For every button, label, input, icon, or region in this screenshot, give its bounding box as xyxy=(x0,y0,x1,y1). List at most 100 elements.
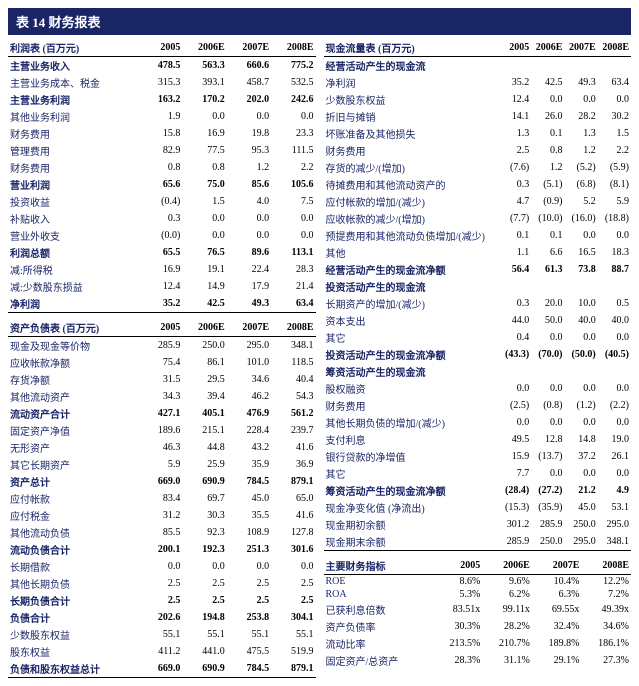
cell-value: (43.3) xyxy=(501,346,532,363)
cell-value: 7.2% xyxy=(581,588,631,601)
cell-value: (35.9) xyxy=(531,499,564,516)
cell-value: 5.2 xyxy=(564,193,597,210)
cell-value: 202.6 xyxy=(144,609,182,626)
income-row: 其他业务利润1.90.00.00.0 xyxy=(8,108,316,125)
cell-value: 55.1 xyxy=(227,626,271,643)
cell-value: 46.3 xyxy=(144,439,182,456)
cell-value: 75.4 xyxy=(144,354,182,371)
cell-value: 89.6 xyxy=(227,244,271,261)
cell-value: 29.1% xyxy=(532,652,582,669)
cell-value: 75.0 xyxy=(182,176,226,193)
cell-value: 101.0 xyxy=(227,354,271,371)
cashflow-row: 银行贷款的净增值15.9(13.7)37.226.1 xyxy=(324,448,632,465)
year-col: 2007E xyxy=(564,39,597,57)
cell-value xyxy=(564,363,597,380)
cell-value: 32.4% xyxy=(532,618,582,635)
cash-flow-table: 现金流量表 (百万元) 2005 2006E 2007E 2008E 经营活动产… xyxy=(324,39,632,551)
cashflow-row: 待摊费用和其他流动资产的0.3(5.1)(6.8)(8.1) xyxy=(324,176,632,193)
cell-value: 99.11x xyxy=(482,601,532,618)
row-label: 经营活动产生的现金流 xyxy=(324,57,501,75)
cell-value: 475.5 xyxy=(227,643,271,660)
balance-row: 流动负债合计200.1192.3251.3301.6 xyxy=(8,541,316,558)
cell-value: 0.0 xyxy=(182,558,226,575)
cell-value: 34.3 xyxy=(144,388,182,405)
cell-value: 194.8 xyxy=(182,609,226,626)
cell-value: (5.9) xyxy=(598,159,631,176)
cell-value: 34.6% xyxy=(581,618,631,635)
cell-value: 28.2 xyxy=(564,108,597,125)
cell-value: 200.1 xyxy=(144,541,182,558)
cell-value: 192.3 xyxy=(182,541,226,558)
cell-value: 301.6 xyxy=(271,541,315,558)
cashflow-row: 净利润35.242.549.363.4 xyxy=(324,74,632,91)
cell-value: 285.9 xyxy=(531,516,564,533)
cell-value: 40.0 xyxy=(564,312,597,329)
cell-value: 0.0 xyxy=(598,414,631,431)
cell-value: 189.8% xyxy=(532,635,582,652)
cell-value: 2.5 xyxy=(227,592,271,609)
income-header-label: 利润表 (百万元) xyxy=(8,39,144,57)
row-label: 少数股东权益 xyxy=(8,626,144,643)
cell-value: 0.0 xyxy=(501,380,532,397)
cell-value: 88.7 xyxy=(598,261,631,278)
cell-value: (0.9) xyxy=(531,193,564,210)
income-row: 财务费用0.80.81.22.2 xyxy=(8,159,316,176)
row-label: 其他流动资产 xyxy=(8,388,144,405)
cashflow-row: 筹资活动产生的现金流 xyxy=(324,363,632,380)
cashflow-header-label: 现金流量表 (百万元) xyxy=(324,39,501,57)
cell-value: 46.2 xyxy=(227,388,271,405)
cell-value: 0.0 xyxy=(564,465,597,482)
cell-value: 16.9 xyxy=(182,125,226,142)
cell-value: 0.0 xyxy=(227,108,271,125)
cell-value: (18.8) xyxy=(598,210,631,227)
cell-value xyxy=(531,363,564,380)
cell-value: 69.7 xyxy=(182,490,226,507)
row-label: 其他流动负债 xyxy=(8,524,144,541)
row-label: 应收帐款的减少/(增加) xyxy=(324,210,501,227)
cell-value: 784.5 xyxy=(227,660,271,678)
cashflow-row: 坏账准备及其他损失1.30.11.31.5 xyxy=(324,125,632,142)
row-label: 主营业务利润 xyxy=(8,91,144,108)
cell-value: (70.0) xyxy=(531,346,564,363)
row-label: 存货净额 xyxy=(8,371,144,388)
cell-value: 56.4 xyxy=(501,261,532,278)
cell-value: 669.0 xyxy=(144,660,182,678)
cell-value: 532.5 xyxy=(271,74,315,91)
cell-value: 12.8 xyxy=(531,431,564,448)
cell-value: 37.2 xyxy=(564,448,597,465)
cell-value: 4.0 xyxy=(227,193,271,210)
row-label: 固定资产净值 xyxy=(8,422,144,439)
row-label: 财务费用 xyxy=(8,159,144,176)
row-label: 筹资活动产生的现金流净额 xyxy=(324,482,501,499)
cell-value: 411.2 xyxy=(144,643,182,660)
cell-value: 0.3 xyxy=(144,210,182,227)
row-label: 财务费用 xyxy=(324,397,501,414)
income-row: 主营业务成本、税金315.3393.1458.7532.5 xyxy=(8,74,316,91)
cell-value: 163.2 xyxy=(144,91,182,108)
cell-value: 0.0 xyxy=(598,465,631,482)
cell-value: 16.5 xyxy=(564,244,597,261)
year-col: 2007E xyxy=(227,39,271,57)
left-column: 利润表 (百万元) 2005 2006E 2007E 2008E 主营业务收入4… xyxy=(8,39,316,678)
row-label: 筹资活动产生的现金流 xyxy=(324,363,501,380)
cell-value: 7.5 xyxy=(271,193,315,210)
row-label: 其他长期负债 xyxy=(8,575,144,592)
cell-value: 669.0 xyxy=(144,473,182,490)
balance-row: 固定资产净值189.6215.1228.4239.7 xyxy=(8,422,316,439)
row-label: 资产负债率 xyxy=(324,618,433,635)
cell-value: 43.2 xyxy=(227,439,271,456)
cell-value: 127.8 xyxy=(271,524,315,541)
cell-value: 253.8 xyxy=(227,609,271,626)
cell-value: 28.2% xyxy=(482,618,532,635)
cell-value: (8.1) xyxy=(598,176,631,193)
cell-value: 0.0 xyxy=(564,227,597,244)
cell-value: 0.0 xyxy=(564,91,597,108)
cell-value: 39.4 xyxy=(182,388,226,405)
cell-value: 30.3 xyxy=(182,507,226,524)
income-row: 主营业务利润163.2170.2202.0242.6 xyxy=(8,91,316,108)
year-col: 2005 xyxy=(144,39,182,57)
cashflow-row: 投资活动产生的现金流净额(43.3)(70.0)(50.0)(40.5) xyxy=(324,346,632,363)
row-label: 资本支出 xyxy=(324,312,501,329)
year-col: 2006E xyxy=(482,557,532,575)
cell-value: 0.3 xyxy=(501,176,532,193)
